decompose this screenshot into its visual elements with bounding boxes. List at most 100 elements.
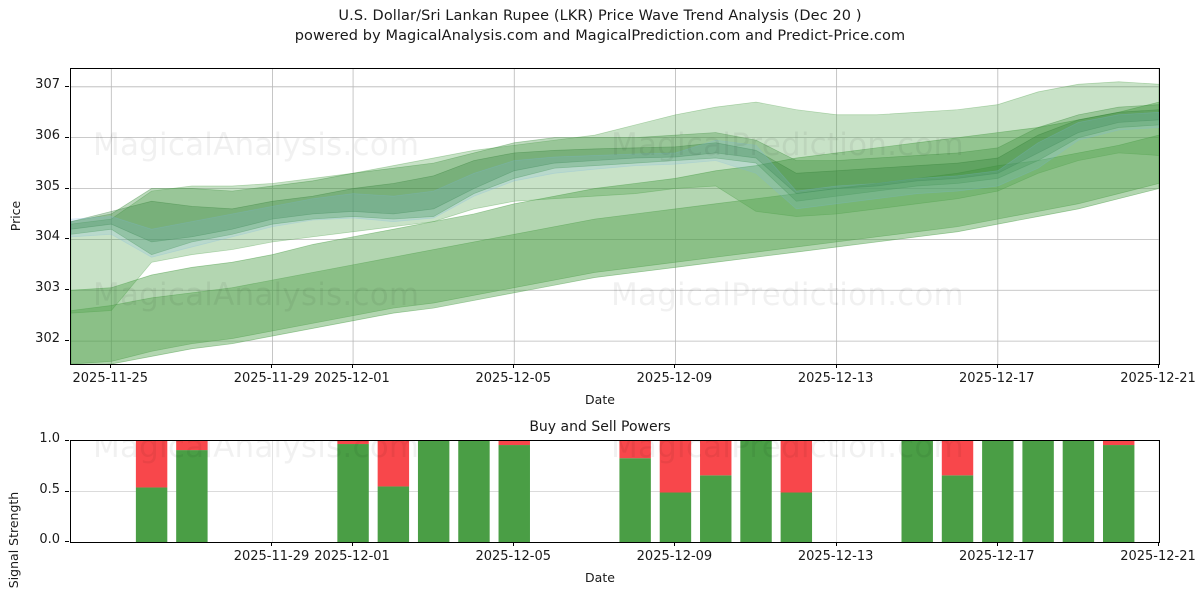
band-outer-resistance-band: [71, 81, 1159, 314]
page-subtitle: powered by MagicalAnalysis.com and Magic…: [294, 28, 906, 44]
signal-bar: [619, 441, 651, 542]
sell-segment: [377, 441, 410, 487]
buy-segment: [740, 441, 772, 542]
signal-bar: [1102, 441, 1135, 542]
buy-segment: [1062, 441, 1095, 542]
signal-x-tick-mark: [352, 542, 354, 546]
signal-x-tick-mark: [996, 542, 998, 546]
signal-bar: [135, 441, 168, 542]
sell-segment: [780, 441, 813, 493]
buy-segment: [498, 445, 530, 542]
buy-segment: [941, 475, 974, 542]
price-y-tick-label: 302: [35, 331, 60, 347]
price-x-tick-label: 2025-11-25: [72, 371, 149, 386]
price-x-tick-mark: [1158, 364, 1159, 368]
sell-segment: [498, 441, 530, 446]
sell-segment: [941, 441, 974, 476]
signal-bar: [941, 441, 974, 542]
signal-y-axis-title: Signal Strength: [6, 491, 21, 589]
price-x-axis-title: Date: [585, 392, 615, 407]
price-x-tick-label: 2025-12-05: [475, 371, 552, 386]
signal-bar: [176, 441, 208, 542]
buy-segment: [619, 458, 651, 542]
signal-y-axis-labels: 0.0 0.5 1.0: [0, 0, 70, 600]
buy-segment: [700, 475, 732, 542]
price-x-tick-mark: [352, 364, 354, 368]
signal-bar: [458, 441, 490, 542]
signal-x-tick-label: 2025-12-17: [959, 549, 1035, 564]
price-x-tick-label: 2025-12-21: [1120, 371, 1196, 386]
price-x-tick-label: 2025-11-29: [233, 371, 310, 386]
title-block: U.S. Dollar/Sri Lankan Rupee (LKR) Price…: [0, 6, 1200, 46]
signal-x-tick-label: 2025-12-21: [1120, 549, 1196, 564]
signal-x-tick-mark: [513, 542, 515, 546]
buy-segment: [1102, 445, 1135, 542]
price-wave-svg: [71, 69, 1159, 364]
price-y-tick-mark: [65, 187, 69, 189]
price-x-tick-mark: [513, 364, 515, 368]
price-y-tick-mark: [65, 289, 69, 291]
price-x-tick-mark: [835, 364, 837, 368]
price-y-tick-mark: [65, 85, 69, 87]
buy-segment: [458, 441, 490, 542]
buy-segment: [982, 441, 1014, 542]
price-x-tick-mark: [996, 364, 998, 368]
buy-segment: [377, 486, 410, 542]
signal-x-tick-label: 2025-12-09: [636, 549, 713, 564]
price-x-tick-mark: [674, 364, 676, 368]
signal-y-tick-mark: [65, 541, 69, 542]
price-y-tick-mark: [65, 136, 69, 138]
signal-bar: [740, 441, 772, 542]
price-wave-chart-plot: MagicalAnalysis.com MagicalPrediction.co…: [70, 68, 1160, 365]
band-fine-wave-band: [71, 111, 1159, 258]
signal-chart-title: Buy and Sell Powers: [529, 419, 671, 435]
signal-bar: [901, 441, 933, 542]
signal-y-tick-mark: [65, 440, 69, 441]
signal-bar: [377, 441, 410, 542]
price-x-tick-mark: [110, 364, 112, 368]
signal-bar: [498, 441, 530, 542]
signal-x-tick-mark: [1158, 542, 1159, 546]
buy-segment: [135, 487, 168, 542]
price-y-tick-mark: [65, 238, 69, 240]
signal-bar: [337, 441, 369, 542]
signal-x-tick-mark: [271, 542, 273, 546]
sell-segment: [659, 441, 692, 493]
buy-sell-powers-svg: [71, 441, 1159, 542]
signal-x-axis-title: Date: [585, 570, 615, 585]
signal-bar: [659, 441, 692, 542]
price-y-tick-label: 304: [35, 229, 60, 245]
price-y-tick-mark: [65, 340, 69, 342]
signal-y-tick-label: 1.0: [39, 431, 60, 446]
signal-y-tick-mark: [65, 490, 69, 492]
signal-bar: [1062, 441, 1095, 542]
buy-segment: [1022, 441, 1054, 542]
sell-segment: [619, 441, 651, 459]
price-y-tick-label: 303: [35, 280, 60, 296]
price-y-tick-label: 305: [35, 178, 60, 194]
band-mid-support-band: [71, 134, 1159, 364]
price-y-tick-label: 307: [35, 76, 60, 92]
signal-bar: [700, 441, 732, 542]
buy-segment: [337, 444, 369, 542]
sell-segment: [176, 441, 208, 451]
signal-bar: [1022, 441, 1054, 542]
buy-segment: [417, 441, 450, 542]
price-x-tick-label: 2025-12-17: [959, 371, 1035, 386]
signal-bar: [417, 441, 450, 542]
signal-x-tick-label: 2025-12-13: [797, 549, 874, 564]
buy-segment: [901, 441, 933, 542]
band-core-wave-band: [71, 109, 1159, 243]
sell-segment: [700, 441, 732, 476]
price-y-tick-label: 306: [35, 127, 60, 143]
band-inner-resistance-band: [71, 104, 1159, 256]
signal-x-tick-label: 2025-12-05: [475, 549, 552, 564]
signal-x-tick-label: 2025-11-29: [233, 549, 310, 564]
price-x-tick-mark: [271, 364, 273, 368]
sell-segment: [337, 441, 369, 445]
signal-x-tick-mark: [674, 542, 676, 546]
buy-segment: [659, 492, 692, 542]
signal-y-tick-label: 0.0: [39, 532, 60, 547]
band-outer-support-band: [71, 101, 1159, 364]
